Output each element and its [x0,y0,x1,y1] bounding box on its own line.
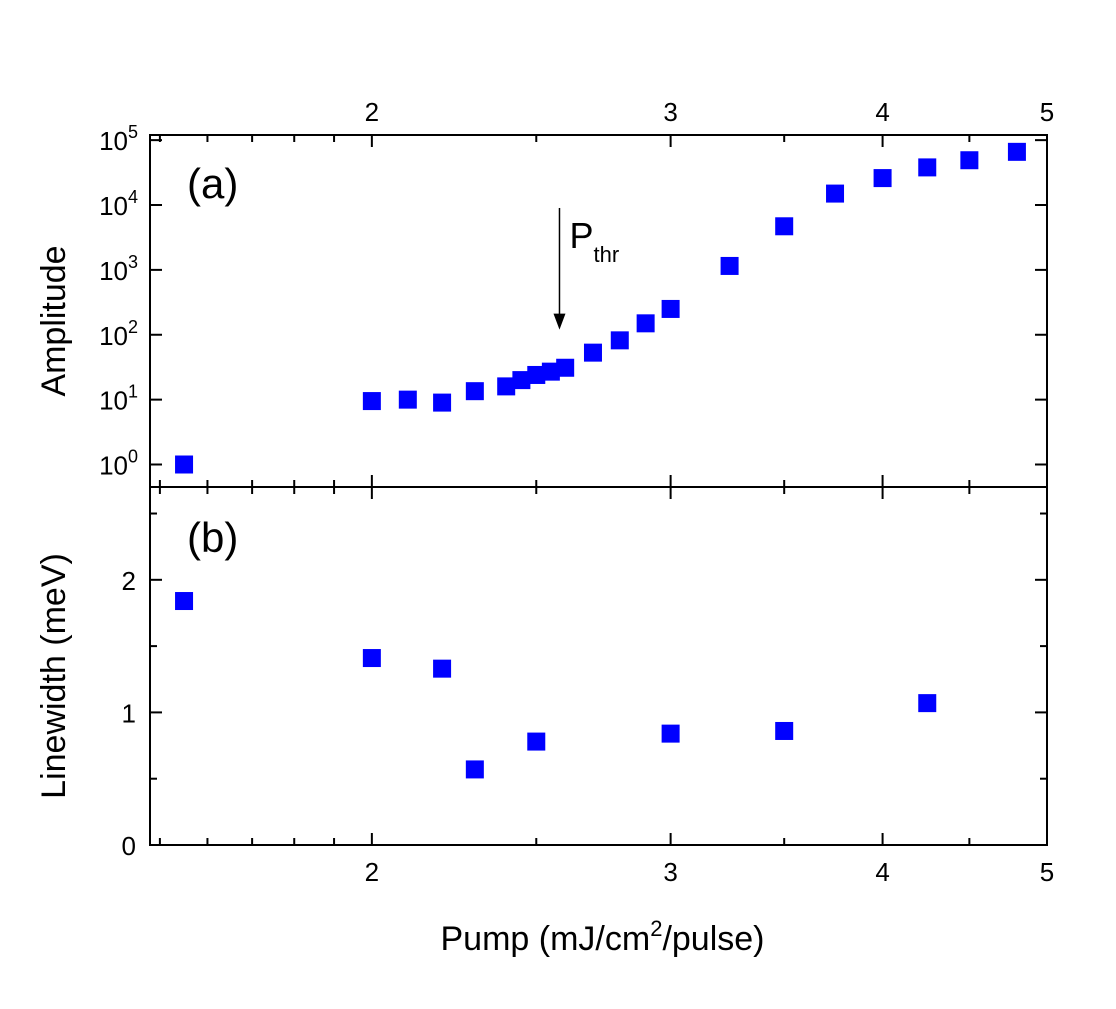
panel-b-linewidth: 2 3 4 5 0 1 2 Linewidth (meV) Pump (mJ/cm2/pulse… [35,486,1054,958]
panel-a-data-point [362,392,381,411]
panel-b-data-point [918,694,937,713]
panel-b-ytick-label: 0 [122,831,136,861]
panel-a-ytick-label: 104 [99,187,138,221]
panel-a-ytick-label: 102 [99,317,138,351]
panel-a-ytick-label: 101 [99,382,138,416]
panel-a-data-point [433,393,452,412]
panel-a-frame [149,134,1048,488]
panel-a-xtick-label-top: 5 [1040,97,1054,127]
panel-a-data-point [873,169,892,188]
panel-b-data-point [433,659,452,678]
panel-b-label: (b) [187,514,238,561]
panel-b-xtick-label: 3 [663,857,677,887]
panel-a-ytick-label: 103 [99,252,138,286]
panel-a-xtick-label-top: 3 [663,97,677,127]
panel-a-data-point [398,390,417,409]
panel-a-data-point [720,256,739,275]
panel-a-label: (a) [187,160,238,207]
panel-a-xtick-label-top: 2 [365,97,379,127]
panel-a-data-point [918,158,937,177]
panel-a-data-point [610,331,629,350]
panel-b-ylabel: Linewidth (meV) [35,553,73,799]
panel-a-data-point [175,455,194,474]
panel-b-data-point [527,732,546,751]
panel-a-amplitude: 2 3 4 5 100 101 102 103 104 105 Amplitude (a) Pthr [35,97,1054,488]
pthr-annotation: Pthr [569,215,619,267]
panel-b-xtick-label: 2 [365,857,379,887]
panel-a-data-point [661,299,680,318]
panel-a-data-point [465,382,484,401]
panel-b-data-point [661,724,680,743]
pthr-arrow-head [553,313,566,330]
panel-a-data-point [512,371,531,390]
panel-b-frame [149,486,1048,846]
panel-b-data-point [362,649,381,668]
panel-a-ylabel: Amplitude [35,245,73,396]
panel-a-data-point [775,217,794,236]
panel-a-ytick-label: 100 [99,447,138,481]
panel-b-ytick-label: 1 [122,698,136,728]
panel-a-data-point [497,377,516,396]
panel-a-xtick-label-top: 4 [875,97,889,127]
panel-a-data-point [826,184,845,203]
panel-b-ytick-label: 2 [122,566,136,596]
panel-a-data-point [1007,142,1026,161]
panel-b-xtick-label: 4 [875,857,889,887]
panel-b-xtick-label: 5 [1040,857,1054,887]
panel-a-data-point [960,151,979,170]
x-axis-title: Pump (mJ/cm2/pulse) [441,916,765,958]
panel-a-data-point [583,343,602,362]
panel-a-data-point [556,358,575,377]
panel-b-data-point [175,592,194,611]
panel-b-data-point [775,721,794,740]
panel-a-data-point [636,314,655,333]
panel-a-ytick-label: 105 [99,122,138,156]
panel-a-data-point [527,365,546,384]
panel-a-data-point [541,362,560,381]
panel-b-data-point [465,760,484,779]
